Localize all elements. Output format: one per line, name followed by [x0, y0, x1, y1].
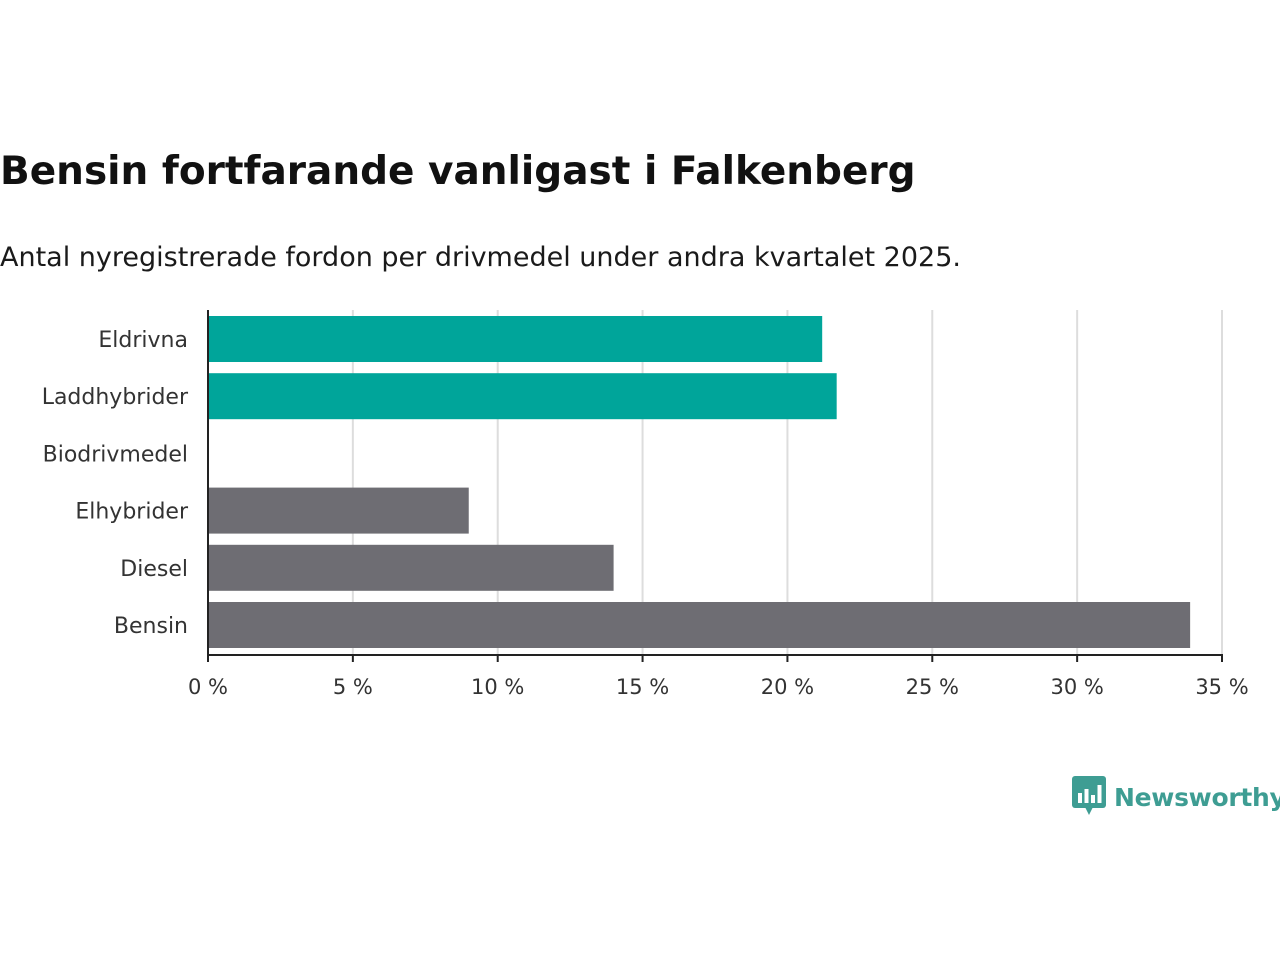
chart-subtitle: Antal nyregistrerade fordon per drivmede… [0, 242, 961, 273]
bar-elhybrider [208, 487, 469, 534]
category-label-elhybrider: Elhybrider [75, 500, 189, 525]
brand-name: Newsworthy [1114, 782, 1280, 812]
newsworthy-brand: Newsworthy [1072, 776, 1280, 818]
x-tick-label-35: 35 % [1195, 675, 1248, 699]
x-tick-label-30: 30 % [1050, 675, 1103, 699]
x-axis: 0 % 5 % 10 % 15 % 20 % 25 % 30 % 35 % [188, 310, 1249, 699]
bar-eldrivna [208, 316, 823, 362]
category-labels: Eldrivna Laddhybrider Biodrivmedel Elhybrid… [42, 328, 189, 639]
category-label-laddhybrider: Laddhybrider [42, 385, 189, 410]
x-tick-label-5: 5 % [333, 675, 373, 699]
x-tick-label-20: 20 % [761, 675, 814, 699]
bar-diesel [208, 544, 614, 591]
bar-laddhybrider [208, 373, 837, 420]
x-tick-label-15: 15 % [616, 675, 669, 699]
chart-title: Bensin fortfarande vanligast i Falkenber… [0, 149, 916, 194]
x-tick-label-0: 0 % [188, 675, 228, 699]
category-label-eldrivna: Eldrivna [98, 328, 188, 353]
x-tick-label-25: 25 % [906, 675, 959, 699]
category-label-biodrivmedel: Biodrivmedel [43, 442, 188, 467]
bars [208, 316, 1191, 648]
newsworthy-logo-icon [1072, 776, 1106, 815]
category-label-bensin: Bensin [114, 614, 188, 639]
bar-bensin [208, 602, 1191, 648]
x-tick-label-10: 10 % [471, 675, 524, 699]
category-label-diesel: Diesel [120, 557, 188, 582]
bar-chart: 0 % 5 % 10 % 15 % 20 % 25 % 30 % 35 % Eldrivna L… [42, 310, 1249, 699]
gridlines [351, 310, 1223, 655]
